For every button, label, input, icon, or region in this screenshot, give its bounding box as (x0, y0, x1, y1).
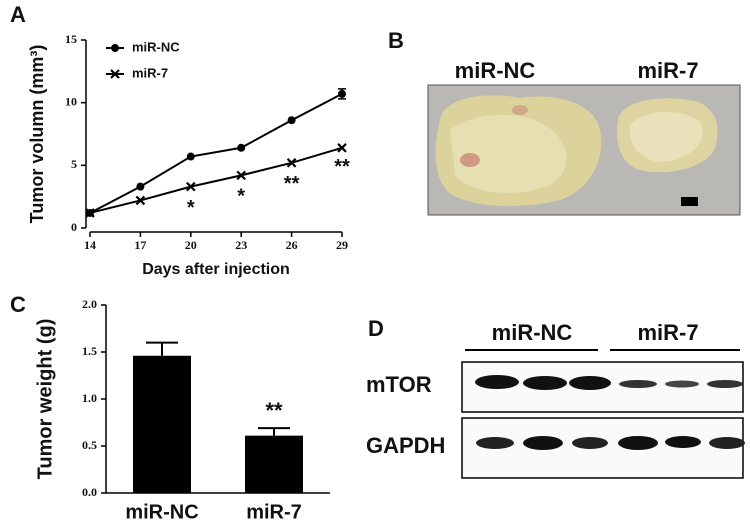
y-tick-label: 5 (71, 157, 77, 171)
x-tick-label: miR-NC (125, 501, 198, 520)
tumor-photo (427, 84, 741, 216)
significance: ** (265, 398, 283, 423)
error-bar (146, 341, 178, 356)
significance: * (187, 197, 195, 219)
series-line (89, 93, 343, 214)
blot (461, 361, 745, 479)
point (236, 170, 246, 181)
column-label: miR-NC (455, 58, 536, 83)
y-tick-label: 15 (65, 32, 77, 46)
y-tick-label: 0.0 (82, 485, 97, 499)
point (337, 143, 347, 153)
point (186, 181, 196, 192)
x-tick-label: 26 (286, 238, 298, 252)
y-tick-label: 1.0 (82, 391, 97, 405)
significance: ** (284, 173, 300, 195)
y-tick-label: 10 (65, 94, 77, 108)
y-tick-label: 2.0 (82, 297, 97, 311)
x-tick-label: 20 (185, 238, 197, 252)
y-axis-label: Tumor volumn (mm³) (27, 45, 47, 224)
point (136, 182, 145, 191)
error-bar (338, 88, 346, 100)
legend-marker (111, 44, 119, 52)
error-bar (258, 427, 290, 436)
panel-label: A (10, 2, 26, 27)
series-line (89, 146, 343, 214)
group-label: miR-7 (637, 320, 698, 345)
row-label: mTOR (366, 372, 432, 397)
x-tick-label: 23 (235, 238, 247, 252)
x-tick-label: 29 (336, 238, 348, 252)
point (286, 158, 297, 168)
legend-label: miR-7 (132, 65, 168, 80)
legend-marker (110, 69, 120, 79)
panel-label: B (388, 28, 404, 53)
x-tick-label: miR-7 (246, 501, 302, 520)
legend-label: miR-NC (132, 39, 180, 54)
group-label: miR-NC (492, 320, 573, 345)
x-tick-label: 14 (84, 238, 96, 252)
bar (245, 435, 303, 493)
panel-label: D (368, 316, 384, 341)
y-axis-label: Tumor weight (g) (34, 319, 56, 480)
panel-label: C (10, 292, 26, 317)
x-tick-label: 17 (134, 238, 146, 252)
point (135, 195, 146, 206)
significance: ** (334, 156, 350, 178)
significance: * (237, 186, 245, 208)
y-tick-label: 0 (71, 220, 77, 234)
column-label: miR-7 (637, 58, 698, 83)
row-label: GAPDH (366, 433, 445, 458)
point (85, 208, 95, 218)
point (186, 152, 195, 161)
y-tick-label: 0.5 (82, 438, 97, 452)
point (287, 116, 296, 125)
point (237, 143, 246, 152)
x-axis-label: Days after injection (142, 261, 290, 278)
y-tick-label: 1.5 (82, 344, 97, 358)
bar (133, 355, 191, 493)
